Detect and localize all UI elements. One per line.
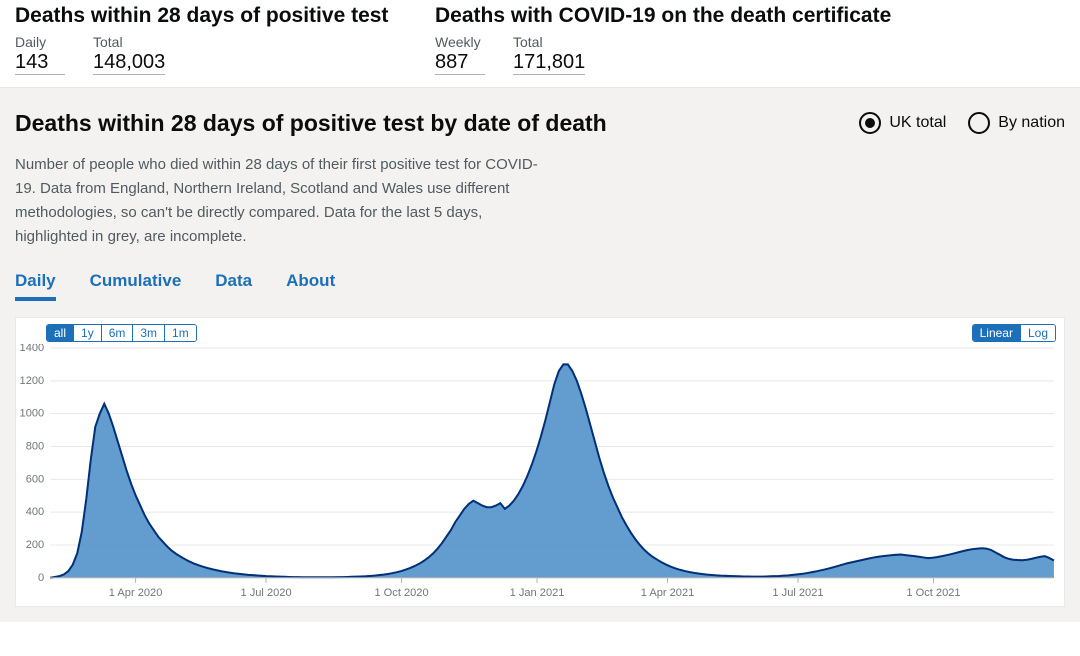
scale-linear[interactable]: Linear [973,325,1021,341]
range-all[interactable]: all [47,325,74,341]
panel-description: Number of people who died within 28 days… [15,153,555,249]
svg-text:0: 0 [38,572,44,584]
stat-value[interactable]: 143 [15,51,65,75]
range-1y[interactable]: 1y [74,325,102,341]
stat-value[interactable]: 887 [435,51,485,75]
tab-daily[interactable]: Daily [15,271,56,301]
tab-about[interactable]: About [286,271,335,301]
stat-daily: Daily 143 [15,34,65,75]
radio-by-nation[interactable]: By nation [968,112,1065,134]
range-6m[interactable]: 6m [102,325,134,341]
svg-text:1 Jan 2021: 1 Jan 2021 [510,587,565,599]
scale-pills: Linear Log [972,324,1056,342]
svg-text:1400: 1400 [20,344,45,354]
svg-text:400: 400 [26,506,44,518]
stat-label: Weekly [435,34,485,50]
time-range-pills: all 1y 6m 3m 1m [46,324,197,342]
radio-icon [968,112,990,134]
chart-controls: all 1y 6m 3m 1m Linear Log [16,318,1064,344]
svg-text:1 Apr 2021: 1 Apr 2021 [641,587,695,599]
svg-text:1200: 1200 [20,375,45,387]
tab-data[interactable]: Data [215,271,252,301]
stat-weekly: Weekly 887 [435,34,485,75]
stat-value[interactable]: 148,003 [93,51,165,75]
stat-value[interactable]: 171,801 [513,51,585,75]
main-chart-panel: Deaths within 28 days of positive test b… [0,87,1080,622]
svg-text:1 Oct 2021: 1 Oct 2021 [906,587,960,599]
svg-text:1 Apr 2020: 1 Apr 2020 [109,587,163,599]
stat-block-certificate: Deaths with COVID-19 on the death certif… [435,4,891,75]
stat-title: Deaths within 28 days of positive test [15,4,405,28]
radio-label: By nation [998,114,1065,132]
svg-text:1 Jul 2021: 1 Jul 2021 [772,587,823,599]
radio-uk-total[interactable]: UK total [859,112,946,134]
svg-text:1000: 1000 [20,408,45,420]
top-stats-bar: Deaths within 28 days of positive test D… [0,0,1080,87]
deaths-area-chart[interactable]: 0 200 400 600 800 1000 1200 1400 1 Apr 2020 1 Jul… [16,344,1064,606]
stat-total: Total 148,003 [93,34,165,75]
panel-header: Deaths within 28 days of positive test b… [15,110,1065,137]
svg-text:1 Oct 2020: 1 Oct 2020 [374,587,428,599]
svg-text:200: 200 [26,539,44,551]
tab-cumulative[interactable]: Cumulative [90,271,182,301]
scale-log[interactable]: Log [1021,325,1055,341]
stat-label: Daily [15,34,65,50]
svg-text:1 Jul 2020: 1 Jul 2020 [240,587,291,599]
stat-block-28days: Deaths within 28 days of positive test D… [15,4,405,75]
chart-container: all 1y 6m 3m 1m Linear Log 0 200 400 600 800… [15,317,1065,607]
panel-title: Deaths within 28 days of positive test b… [15,110,607,137]
range-3m[interactable]: 3m [133,325,165,341]
stat-title: Deaths with COVID-19 on the death certif… [435,4,891,28]
radio-label: UK total [889,114,946,132]
stat-label: Total [513,34,585,50]
svg-text:800: 800 [26,441,44,453]
range-1m[interactable]: 1m [165,325,196,341]
view-radio-group: UK total By nation [859,110,1065,134]
radio-icon [859,112,881,134]
chart-tabs: Daily Cumulative Data About [15,271,1065,301]
stat-total: Total 171,801 [513,34,585,75]
svg-text:600: 600 [26,473,44,485]
stat-label: Total [93,34,165,50]
